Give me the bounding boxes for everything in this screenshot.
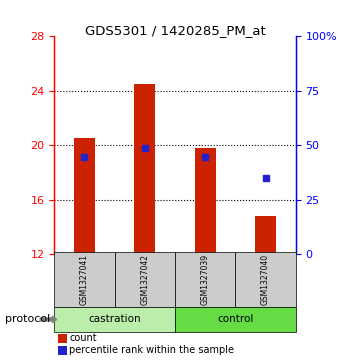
Bar	[195, 148, 216, 254]
Text: GSM1327041: GSM1327041	[80, 254, 89, 305]
Bar	[74, 138, 95, 254]
Text: count: count	[69, 333, 97, 343]
Text: GSM1327040: GSM1327040	[261, 254, 270, 305]
Text: protocol: protocol	[5, 314, 50, 325]
Text: castration: castration	[88, 314, 141, 325]
Bar	[255, 216, 276, 254]
Text: GSM1327039: GSM1327039	[201, 254, 210, 305]
Text: control: control	[217, 314, 253, 325]
Text: percentile rank within the sample: percentile rank within the sample	[69, 345, 234, 355]
Text: GSM1327042: GSM1327042	[140, 254, 149, 305]
Bar	[134, 84, 155, 254]
Text: GDS5301 / 1420285_PM_at: GDS5301 / 1420285_PM_at	[85, 24, 265, 37]
